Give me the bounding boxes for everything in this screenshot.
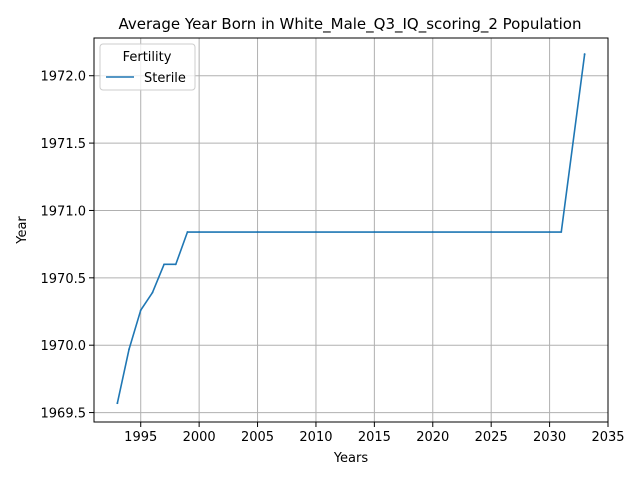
data-point-sterile bbox=[490, 231, 493, 233]
data-point-sterile bbox=[151, 291, 154, 294]
data-point-sterile bbox=[174, 263, 177, 266]
data-point-sterile bbox=[548, 231, 551, 233]
grid-lines bbox=[94, 38, 609, 422]
y-axis-label: Year bbox=[15, 216, 30, 245]
x-tick-label: 2025 bbox=[475, 430, 508, 445]
data-point-sterile bbox=[139, 309, 142, 312]
x-axis-ticks: 1995 2000 2005 2010 2015 2020 2025 2030 2035 bbox=[124, 422, 625, 445]
legend-entry-sterile: Sterile bbox=[144, 71, 186, 86]
data-point-sterile bbox=[256, 231, 259, 233]
data-point-sterile bbox=[431, 231, 434, 233]
data-point-sterile bbox=[315, 231, 317, 233]
data-point-sterile bbox=[583, 53, 586, 56]
x-tick-label: 2020 bbox=[416, 430, 449, 445]
x-tick-label: 2005 bbox=[241, 430, 274, 445]
data-point-sterile bbox=[373, 231, 376, 233]
data-point-sterile bbox=[198, 231, 201, 233]
data-point-sterile bbox=[186, 231, 189, 233]
x-tick-label: 2010 bbox=[299, 430, 332, 445]
y-tick-label: 1972.0 bbox=[41, 70, 87, 85]
y-tick-label: 1971.0 bbox=[41, 204, 87, 219]
x-tick-label: 2000 bbox=[183, 430, 216, 445]
data-point-sterile bbox=[560, 231, 563, 233]
x-tick-label: 2015 bbox=[358, 430, 391, 445]
y-tick-label: 1970.0 bbox=[41, 339, 87, 354]
y-axis-ticks: 1969.5 1970.0 1970.5 1971.0 1971.5 1972.0 bbox=[41, 70, 94, 422]
data-point-sterile bbox=[128, 348, 130, 351]
x-axis-label: Years bbox=[333, 451, 369, 466]
legend-title: Fertility bbox=[123, 50, 172, 65]
y-tick-label: 1970.5 bbox=[41, 272, 87, 287]
x-tick-label: 2035 bbox=[591, 430, 624, 445]
series-line-sterile bbox=[116, 53, 586, 405]
x-tick-label: 1995 bbox=[124, 430, 157, 445]
legend-frame bbox=[99, 43, 196, 91]
y-tick-label: 1971.5 bbox=[41, 137, 87, 152]
data-point-sterile bbox=[163, 263, 165, 266]
chart-title: Average Year Born in White_Male_Q3_IQ_sc… bbox=[119, 15, 582, 34]
legend: Fertility Sterile bbox=[99, 43, 196, 91]
data-point-sterile bbox=[116, 402, 119, 405]
y-tick-label: 1969.5 bbox=[41, 407, 87, 422]
plot-area-frame bbox=[93, 37, 609, 423]
series-layer bbox=[116, 53, 586, 405]
x-tick-label: 2030 bbox=[533, 430, 566, 445]
